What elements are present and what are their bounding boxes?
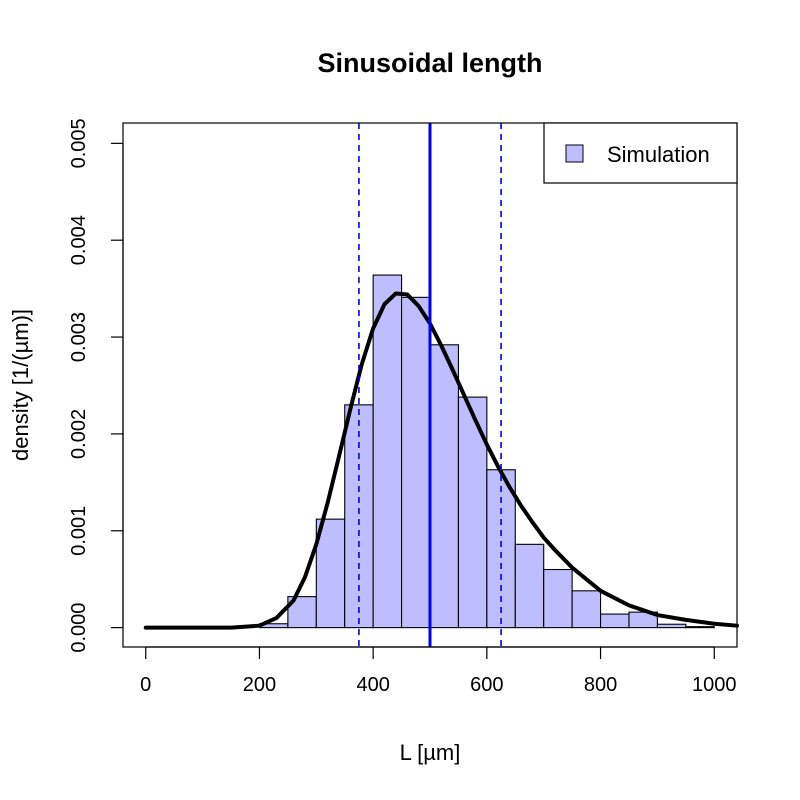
density-curve-layer [143, 291, 739, 630]
histogram-bar [656, 623, 687, 629]
chart-title: Sinusoidal length [317, 48, 542, 78]
x-tick-label: 800 [584, 674, 617, 696]
y-tick-label: 0.002 [68, 409, 90, 459]
histogram-bar [685, 626, 715, 629]
histogram-bar [401, 296, 431, 629]
histogram-bar [571, 590, 602, 629]
histogram-bars [258, 274, 715, 629]
histogram-bar [600, 613, 630, 629]
legend: Simulation [543, 122, 738, 184]
histogram-bar [543, 568, 573, 629]
x-tick-label: 400 [356, 674, 389, 696]
histogram-bar [429, 344, 459, 629]
histogram-bar [372, 274, 403, 629]
y-tick-label: 0.004 [68, 215, 90, 265]
density-curve [143, 291, 739, 630]
histogram-bar [344, 404, 374, 629]
legend-label: Simulation [607, 142, 710, 167]
histogram-bar [315, 518, 346, 629]
y-tick-label: 0.001 [68, 506, 90, 556]
y-tick-label: 0.005 [68, 118, 90, 168]
x-tick-label: 0 [140, 674, 151, 696]
x-axis: 0 200 400 600 800 1000 [140, 646, 737, 696]
histogram-bar [514, 543, 545, 629]
x-axis-title: L [µm] [400, 740, 461, 765]
legend-swatch [565, 144, 584, 163]
histogram-bar [486, 469, 516, 629]
x-tick-label: 600 [470, 674, 503, 696]
x-tick-label: 200 [243, 674, 276, 696]
y-axis: 0.000 0.001 0.002 0.003 0.004 0.005 [68, 118, 124, 653]
y-tick-label: 0.003 [68, 312, 90, 362]
x-tick-label: 1000 [692, 674, 737, 696]
reference-lines [358, 123, 502, 647]
y-tick-label: 0.000 [68, 603, 90, 653]
y-axis-title: density [1/(µm)] [8, 309, 33, 461]
